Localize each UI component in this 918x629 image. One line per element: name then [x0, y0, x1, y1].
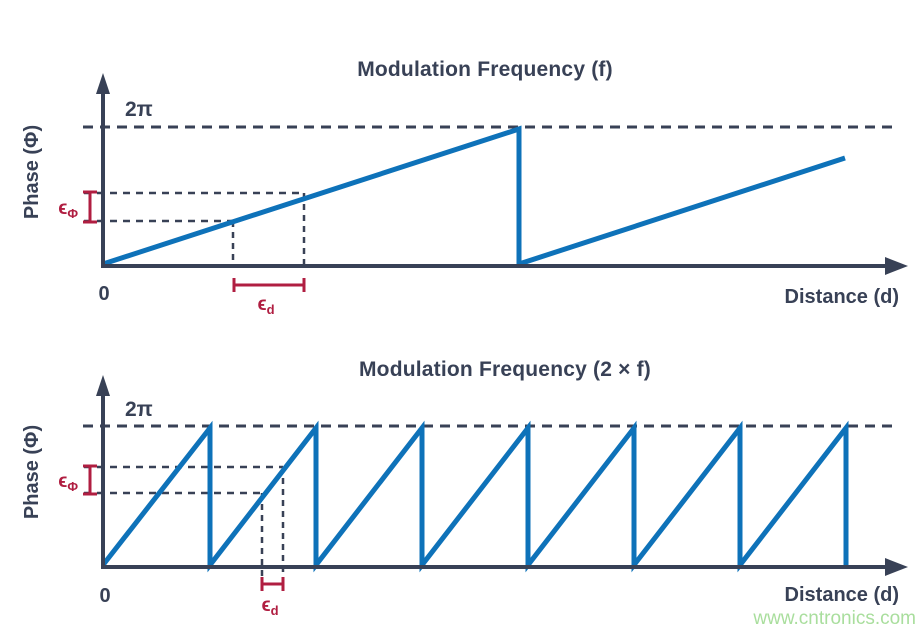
x-axis-label: Distance (d) — [785, 286, 899, 308]
distance-error-bracket — [260, 577, 285, 591]
chart-title: Modulation Frequency (2 × f) — [359, 358, 651, 381]
phase-curve — [101, 420, 849, 573]
phase-error-label: ϵΦ — [58, 471, 78, 494]
distance-error-label: ϵd — [257, 294, 274, 317]
distance-error-label: ϵd — [261, 595, 278, 618]
phase-error-bracket — [83, 464, 97, 496]
y-axis-label: Phase (Φ) — [21, 125, 43, 219]
phase-error-label: ϵΦ — [58, 198, 78, 221]
y-axis-arrow-icon — [96, 73, 110, 94]
chart-modulation-frequency-f: Modulation Frequency (f) 2π Phase (Φ) Di… — [21, 58, 908, 317]
distance-error-bracket — [232, 278, 306, 292]
chart-title: Modulation Frequency (f) — [357, 58, 613, 81]
y-max-tick-label: 2π — [125, 98, 153, 121]
origin-tick-label: 0 — [98, 283, 109, 305]
phase-curve — [102, 125, 846, 268]
x-axis-arrow-icon — [885, 558, 908, 576]
y-max-tick-label: 2π — [125, 398, 153, 421]
origin-tick-label: 0 — [99, 585, 110, 607]
x-axis-arrow-icon — [885, 257, 908, 275]
x-axis-label: Distance (d) — [785, 584, 899, 606]
y-axis-arrow-icon — [96, 375, 110, 396]
phase-error-bracket — [83, 190, 97, 224]
watermark: www.cntronics.com — [752, 608, 916, 629]
chart-modulation-frequency-2f: Modulation Frequency (2 × f) 2π Phase (Φ… — [21, 358, 908, 618]
y-axis-label: Phase (Φ) — [21, 425, 43, 519]
